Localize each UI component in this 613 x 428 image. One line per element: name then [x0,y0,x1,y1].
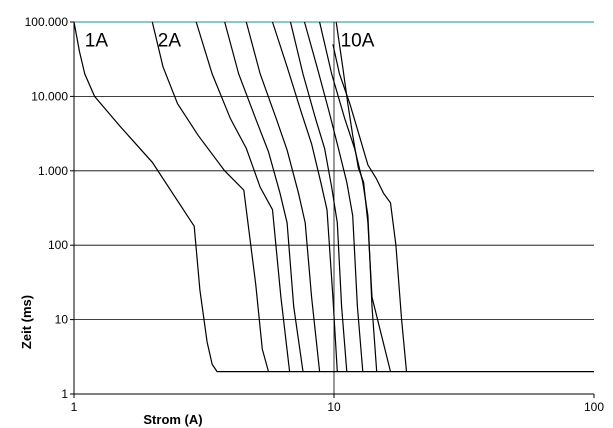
curve-9 [319,21,378,372]
x-tick-label: 1 [71,400,78,414]
curve-labels: 1A 2A 10A [85,30,375,51]
y-tick-label: 1 [61,387,68,401]
tick-labels: 1 10 100 1.000 10.000 100.000 1 10 100 [25,15,605,414]
curve-label-2: 2A [158,30,182,51]
curve-8 [303,21,364,372]
y-tick-label: 10.000 [31,89,68,103]
y-tick-label: 100 [48,238,68,252]
curve-5 [245,21,321,372]
curves [73,21,594,373]
curve-label-3: 10A [341,30,375,51]
curve-7 [289,21,348,372]
y-tick-label: 1.000 [38,164,68,178]
axes [70,21,595,398]
y-axis-title: Zeit (ms) [19,295,34,349]
x-tick-label: 100 [584,400,604,414]
grid [74,21,594,394]
curve-3 [195,21,291,372]
x-tick-label: 10 [327,400,341,414]
curve-10 [332,44,408,372]
y-tick-label: 10 [55,313,69,327]
curve-2 [151,21,270,372]
x-axis-title: Strom (A) [143,412,202,427]
y-tick-label: 100.000 [25,15,69,29]
curve-1 [73,21,594,373]
curve-11 [335,21,392,372]
curve-4 [224,21,304,372]
curve-6 [271,21,338,372]
curve-label-1: 1A [85,30,109,51]
